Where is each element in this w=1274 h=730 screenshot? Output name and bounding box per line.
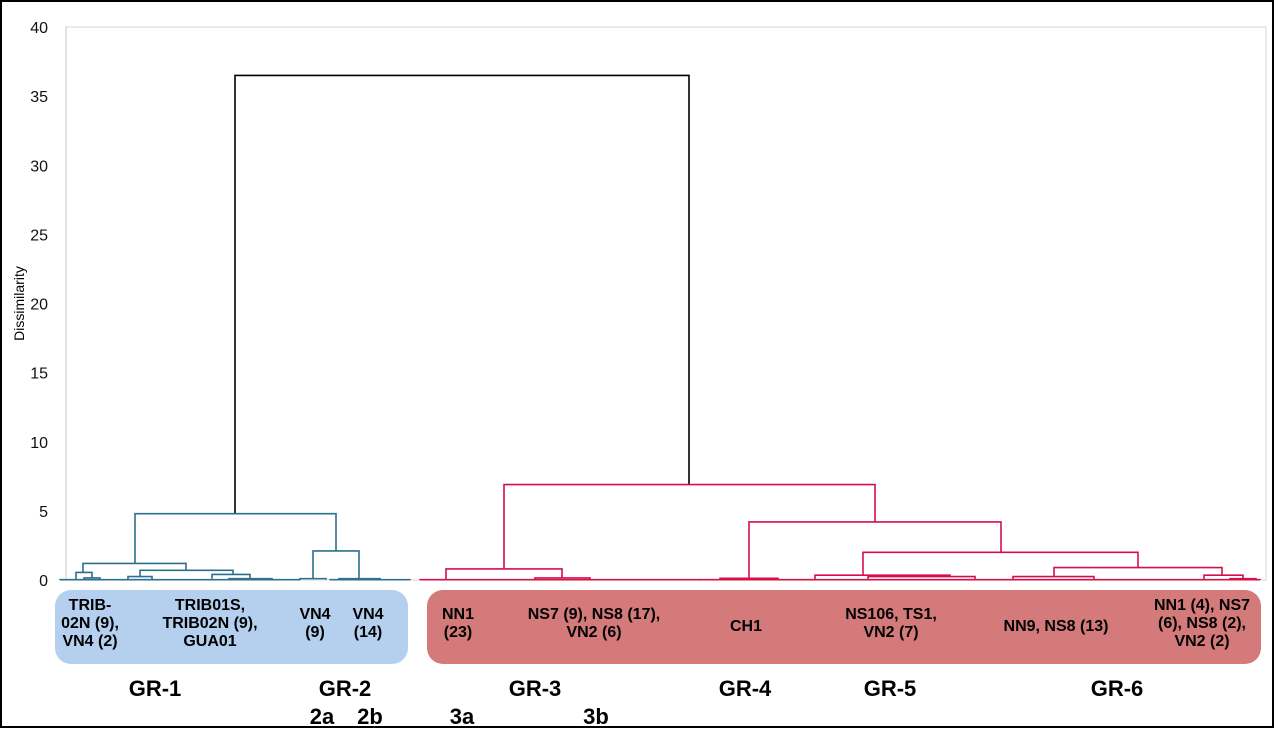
dendrogram-chart: 0 5 10 15 20 25 30 35 40 Dissimilarity	[0, 0, 1274, 590]
subgroup-label-2a: 2a	[302, 704, 342, 730]
subgroup-label-2b: 2b	[350, 704, 390, 730]
box-label-gr5: NS106, TS1, VN2 (7)	[820, 606, 962, 642]
y-tick-label: 40	[30, 20, 48, 37]
group-label-gr6: GR-6	[1077, 676, 1157, 702]
y-tick-label: 0	[39, 573, 48, 590]
subgroup-label-3a: 3a	[442, 704, 482, 730]
y-tick-label: 10	[30, 435, 48, 452]
y-tick-label: 5	[39, 504, 48, 521]
box-label-gr3a: NN1 (23)	[434, 606, 482, 642]
box-label-gr4: CH1	[715, 618, 777, 636]
group-label-gr2: GR-2	[305, 676, 385, 702]
group-label-gr4: GR-4	[705, 676, 785, 702]
dendrogram-link	[749, 522, 1001, 578]
box-label-gr2b: VN4 (14)	[344, 606, 392, 642]
group-label-gr3: GR-3	[495, 676, 575, 702]
group-label-gr5: GR-5	[850, 676, 930, 702]
subgroup-label-3b: 3b	[576, 704, 616, 730]
box-label-gr6a: NN9, NS8 (13)	[980, 618, 1132, 636]
dendrogram-link	[140, 570, 233, 576]
plot-area-border	[66, 27, 1266, 580]
y-tick-label: 35	[30, 89, 48, 106]
dendrogram-link	[1054, 568, 1222, 577]
y-tick-label: 15	[30, 366, 48, 383]
dendrogram-link	[313, 551, 359, 579]
box-label-gr3b: NS7 (9), NS8 (17), VN2 (6)	[500, 606, 688, 642]
box-label-gr1a: TRIB- 02N (9), VN4 (2)	[52, 597, 128, 651]
y-tick-label: 20	[30, 297, 48, 314]
box-label-gr1b: TRIB01S, TRIB02N (9), GUA01	[140, 597, 280, 651]
y-axis-title: Dissimilarity	[11, 266, 27, 341]
dendrogram-link	[504, 485, 875, 569]
dendrogram-link	[863, 552, 1138, 575]
box-label-gr2a: VN4 (9)	[292, 606, 338, 642]
dendrogram-links	[60, 75, 1260, 580]
dendrogram-link	[235, 75, 689, 513]
y-tick-label: 25	[30, 227, 48, 244]
box-label-gr6b: NN1 (4), NS7 (6), NS8 (2), VN2 (2)	[1132, 597, 1272, 651]
plot-axes: 0 5 10 15 20 25 30 35 40 Dissimilarity	[11, 20, 1266, 590]
dendrogram-link	[135, 514, 336, 564]
group-label-gr1: GR-1	[115, 676, 195, 702]
y-tick-label: 30	[30, 158, 48, 175]
